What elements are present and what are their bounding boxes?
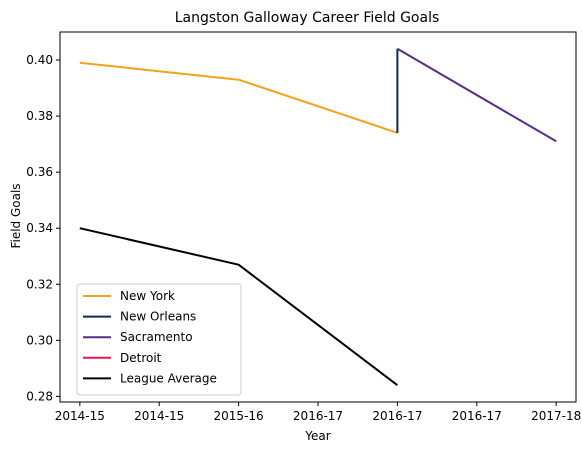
- series-line-2: [396, 47, 557, 143]
- axes: 0.28 0.30 0.32 0.34 0.36 0.38 0.40 2014-15 2014-…: [26, 31, 581, 423]
- series-line-4: [79, 227, 399, 386]
- legend-label: League Average: [120, 371, 217, 385]
- legend: New York New Orleans Sacramento Detroit Leag…: [76, 283, 242, 396]
- series-line-0: [79, 61, 398, 134]
- legend-label: New York: [120, 289, 175, 303]
- x-tick-label: 2015-16: [214, 409, 264, 423]
- x-tick-label: 2014-15: [55, 409, 105, 423]
- y-tick-label: 0.28: [26, 389, 53, 403]
- legend-label: Sacramento: [120, 330, 193, 344]
- legend-label: New Orleans: [120, 310, 196, 324]
- y-axis-label: Field Goals: [9, 183, 23, 248]
- y-tick-label: 0.38: [26, 109, 53, 123]
- x-tick-label: 2016-17: [452, 409, 502, 423]
- legend-label: Detroit: [120, 351, 162, 365]
- y-tick-label: 0.30: [26, 333, 53, 347]
- x-tick-label: 2016-17: [293, 409, 343, 423]
- x-tick-label: 2016-17: [372, 409, 422, 423]
- plot-area: [79, 47, 557, 386]
- x-tick-label: 2017-18: [531, 409, 581, 423]
- y-tick-label: 0.34: [26, 221, 53, 235]
- y-tick-label: 0.36: [26, 165, 53, 179]
- x-axis-label: Year: [304, 429, 330, 443]
- x-tick-label: 2014-15: [134, 409, 184, 423]
- y-tick-label: 0.40: [26, 53, 53, 67]
- legend-box: [76, 283, 242, 396]
- y-tick-label: 0.32: [26, 277, 53, 291]
- chart-title: Langston Galloway Career Field Goals: [175, 10, 440, 26]
